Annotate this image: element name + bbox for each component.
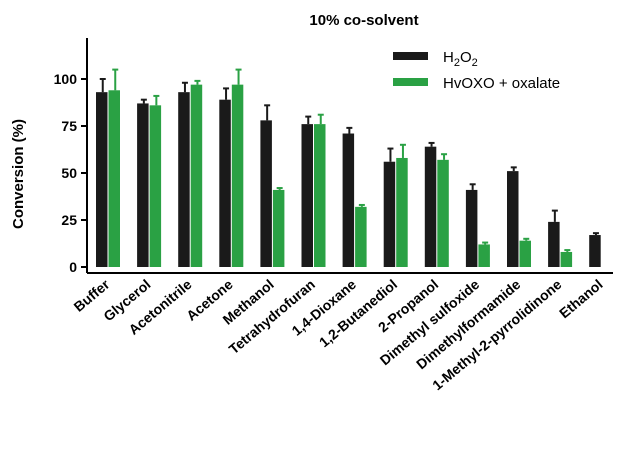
bars — [96, 84, 601, 268]
legend-label: HvOXO + oxalate — [443, 75, 560, 92]
y-tick-label: 75 — [61, 118, 77, 134]
bar — [149, 105, 162, 267]
axes — [86, 38, 613, 274]
bar — [424, 146, 437, 267]
bar — [589, 235, 601, 267]
bar — [219, 99, 231, 268]
legend: H2O2 HvOXO + oxalate — [393, 49, 560, 92]
bar — [560, 251, 573, 267]
y-tick-label: 50 — [61, 165, 77, 181]
bar — [178, 92, 190, 267]
category-labels: BufferGlycerolAcetonitrileAcetoneMethano… — [71, 276, 606, 394]
y-axis-label: Conversion (%) — [10, 119, 27, 229]
bar — [231, 84, 244, 267]
bar — [301, 124, 313, 268]
y-tick-label: 0 — [69, 259, 77, 275]
bar — [108, 90, 120, 267]
y-tick-label: 25 — [61, 212, 77, 228]
bar — [396, 157, 408, 267]
bar — [355, 206, 367, 267]
bar — [383, 161, 396, 267]
chart-title: 10% co-solvent — [309, 12, 418, 29]
error-bars — [99, 68, 599, 252]
bar — [548, 221, 560, 267]
bar — [342, 133, 355, 267]
bar — [190, 84, 203, 267]
bar — [272, 189, 285, 267]
legend-swatch — [393, 52, 428, 60]
legend-label: H2O2 — [443, 49, 478, 69]
bar — [260, 120, 272, 267]
bar — [465, 189, 478, 267]
y-tick-label: 100 — [54, 71, 78, 87]
bar — [96, 92, 108, 267]
bar — [507, 171, 519, 267]
y-ticks: 0 25 50 75 100 — [54, 71, 87, 275]
x-tick-label: Ethanol — [556, 276, 606, 321]
bar — [519, 240, 531, 267]
bar — [314, 124, 326, 268]
legend-swatch — [393, 78, 428, 86]
bar — [137, 103, 149, 267]
bar — [478, 244, 490, 267]
bar — [437, 159, 449, 267]
